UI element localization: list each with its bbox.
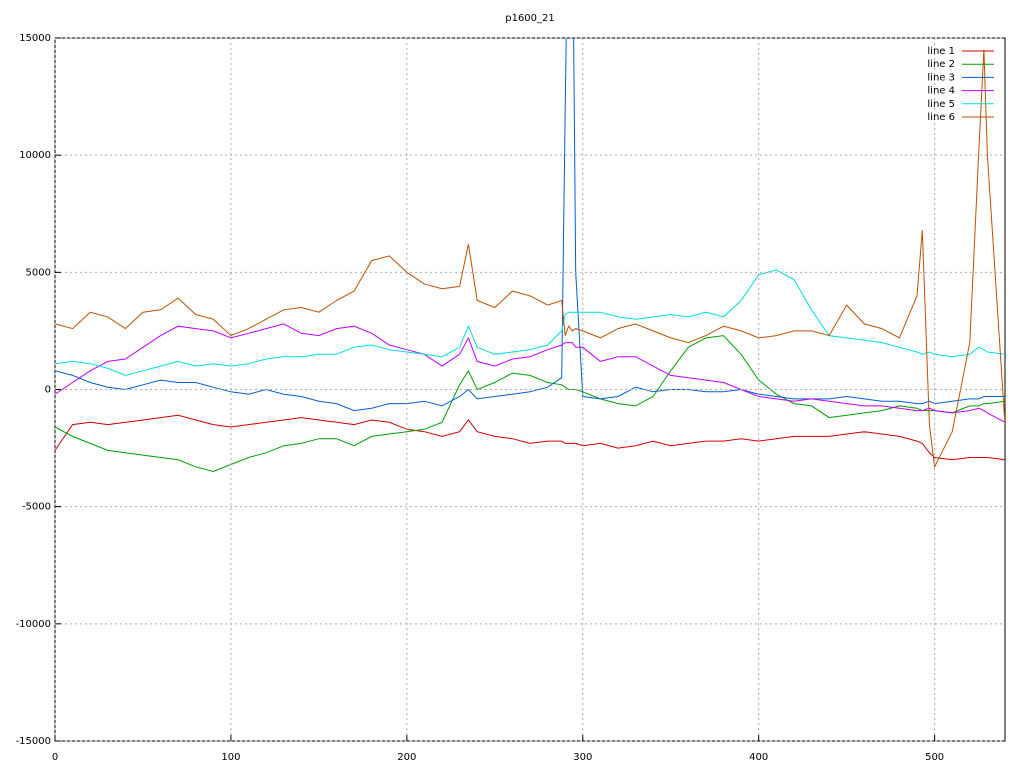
x-tick-label: 0	[52, 752, 58, 763]
legend-label: line 5	[927, 99, 955, 110]
y-tick-label: 15000	[19, 33, 51, 44]
data-line	[55, 38, 1005, 412]
data-line	[55, 414, 1005, 461]
plot-area	[55, 38, 1005, 473]
legend-label: line 4	[927, 86, 955, 97]
x-tick-label: 100	[221, 752, 240, 763]
legend-label: line 2	[927, 59, 955, 70]
x-tick-label: 400	[749, 752, 768, 763]
data-line	[55, 335, 1005, 473]
y-tick-label: 10000	[19, 150, 51, 161]
data-line	[55, 49, 1005, 469]
data-line	[55, 269, 1005, 376]
y-tick-label: -5000	[22, 502, 51, 513]
chart-title: p1600_21	[505, 13, 555, 24]
data-line	[55, 323, 1005, 423]
x-tick-label: 500	[925, 752, 944, 763]
legend-label: line 3	[927, 72, 955, 83]
y-tick-label: 5000	[26, 267, 51, 278]
y-tick-label: -15000	[16, 736, 51, 747]
x-tick-label: 300	[573, 752, 592, 763]
legend-label: line 6	[927, 112, 955, 123]
y-tick-label: -10000	[16, 619, 51, 630]
legend-label: line 1	[927, 46, 955, 57]
y-tick-label: 0	[45, 385, 51, 396]
x-tick-label: 200	[397, 752, 416, 763]
